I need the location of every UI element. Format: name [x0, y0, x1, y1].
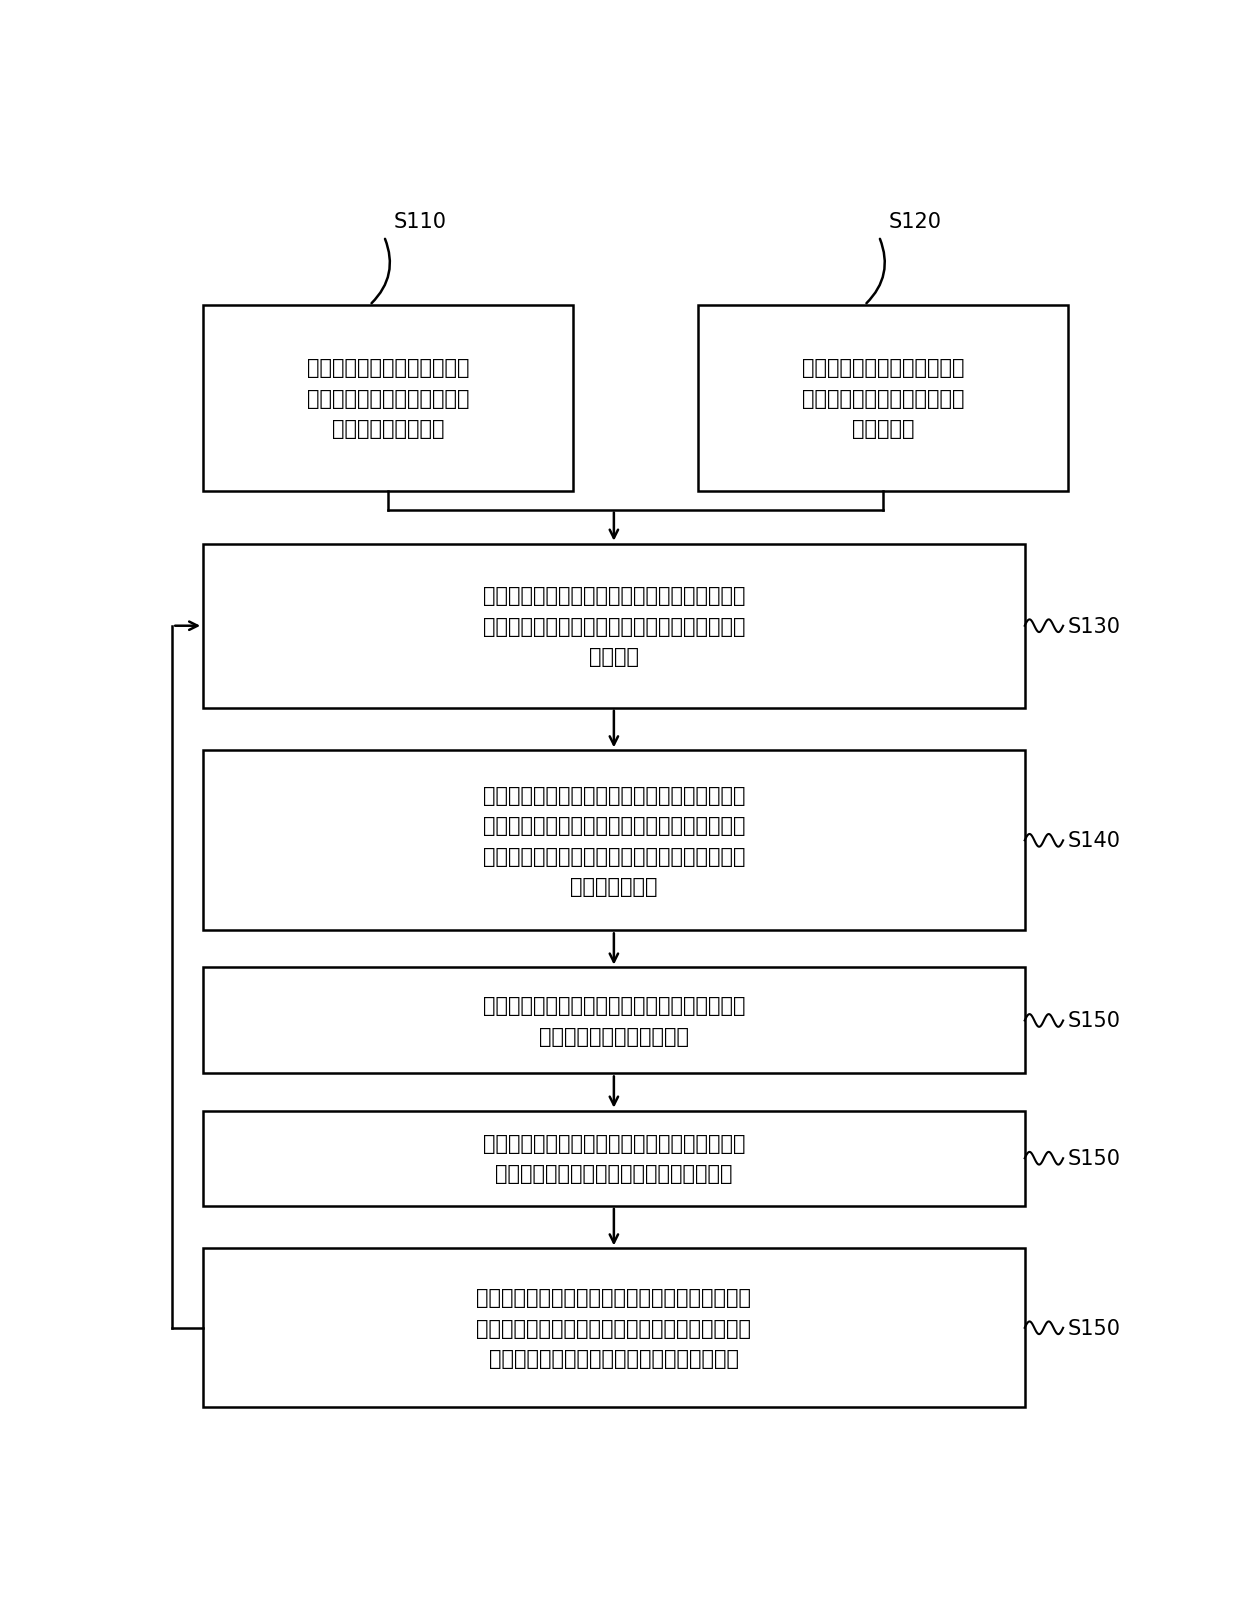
- Bar: [203, 967, 1024, 1074]
- Bar: [203, 544, 1024, 708]
- Text: 根据第三对应关系，以及飞机飞行时实时采集到
的真实攻角，解算当前飞行状态下全压受感器的
测量误差值，并根据解算得到的测量误差值计算
出全压补偿量值: 根据第三对应关系，以及飞机飞行时实时采集到 的真实攻角，解算当前飞行状态下全压受…: [482, 786, 745, 896]
- Bar: [203, 1110, 1024, 1206]
- Text: S150: S150: [1068, 1149, 1121, 1169]
- Bar: [698, 307, 1068, 492]
- Bar: [203, 1248, 1024, 1407]
- Text: S110: S110: [393, 213, 446, 232]
- Text: S140: S140: [1068, 831, 1121, 850]
- Text: 根据全压补偿量值和全压受感器测量得到的全压
测量值，计算出全压修正值: 根据全压补偿量值和全压受感器测量得到的全压 测量值，计算出全压修正值: [482, 995, 745, 1047]
- Text: 将飞机飞行时实时采集到的真实攻角，与第三对应
关系进行匹配和对比，得到第三对应关系的检测结
果，并根据检测结果对第三对应关系进行调整: 将飞机飞行时实时采集到的真实攻角，与第三对应 关系进行匹配和对比，得到第三对应关…: [476, 1287, 751, 1368]
- Bar: [203, 751, 1024, 932]
- Text: 采用全压修正值进行大气解算，以获取对全压受
感器的测量误差进行修正后的大气解算结果: 采用全压修正值进行大气解算，以获取对全压受 感器的测量误差进行修正后的大气解算结…: [482, 1133, 745, 1183]
- Text: S150: S150: [1068, 1011, 1121, 1031]
- Text: S120: S120: [889, 213, 941, 232]
- Bar: [203, 307, 573, 492]
- Text: S130: S130: [1068, 617, 1121, 636]
- Text: 获取全压受感器的测量误差值
与全压受感器的管头位置局部
攻角的第一对应关系: 获取全压受感器的测量误差值 与全压受感器的管头位置局部 攻角的第一对应关系: [306, 359, 469, 438]
- Text: S150: S150: [1068, 1318, 1121, 1337]
- Text: 根据第一对应关系和第二对应关系，计算得到飞
机的真实攻角与全压受感器的测量误差值的第三
对应关系: 根据第一对应关系和第二对应关系，计算得到飞 机的真实攻角与全压受感器的测量误差值…: [482, 586, 745, 667]
- Text: 获取飞机的真实攻角与全压受
感器的管头位置局部攻角的第
二对应关系: 获取飞机的真实攻角与全压受 感器的管头位置局部攻角的第 二对应关系: [802, 359, 965, 438]
